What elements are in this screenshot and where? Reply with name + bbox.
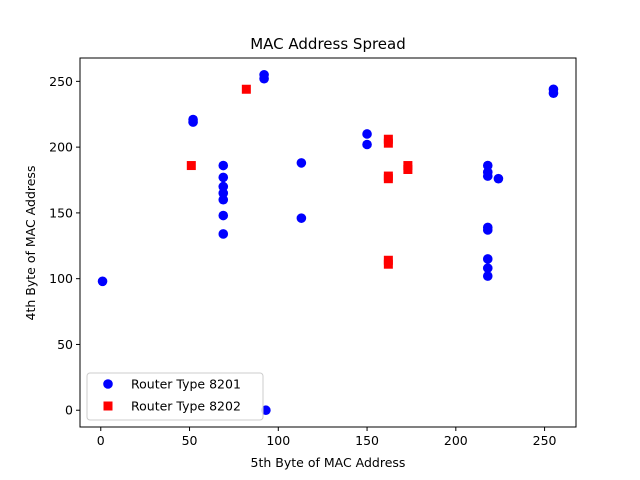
series-1-point-3 — [383, 138, 393, 148]
series-0-point-8 — [218, 210, 229, 221]
series-1-point-5 — [383, 174, 393, 184]
x-tick-label-200: 200 — [444, 433, 468, 448]
series-0-point-15 — [362, 129, 372, 139]
x-tick-label-0: 0 — [97, 433, 105, 448]
series-0-point-5 — [218, 181, 229, 192]
series-0-point-25 — [493, 173, 504, 184]
y-axis-label: 4th Byte of MAC Address — [23, 166, 38, 321]
series-0-point-27 — [548, 84, 559, 95]
series-0-point-22 — [482, 254, 493, 264]
series-0-point-14 — [296, 213, 307, 223]
data-marks — [97, 69, 559, 416]
series-0-point-9 — [218, 229, 229, 239]
x-tick-label-100: 100 — [266, 433, 290, 448]
plot-frame — [79, 57, 577, 428]
series-0-point-21 — [482, 225, 493, 235]
chart-title: MAC Address Spread — [250, 35, 406, 53]
series-0-point-16 — [362, 139, 372, 150]
x-tick-label-150: 150 — [355, 433, 379, 448]
legend-label-0: Router Type 8201 — [131, 377, 241, 392]
series-0-point-3 — [218, 160, 229, 171]
legend-marker-0 — [103, 379, 113, 389]
series-0-point-11 — [259, 69, 269, 80]
legend-marker-1 — [103, 401, 113, 411]
series-0-point-17 — [482, 160, 493, 171]
legend-label-1: Router Type 8202 — [131, 399, 241, 414]
series-0-point-24 — [482, 271, 493, 281]
series-0-point-4 — [218, 172, 229, 183]
legend: Router Type 8201 Router Type 8202 — [86, 372, 264, 421]
series-0-point-19 — [482, 171, 493, 181]
y-tick-label-250: 250 — [49, 74, 73, 89]
x-tick-label-250: 250 — [533, 433, 557, 448]
legend-box — [86, 372, 264, 421]
series-0-point-7 — [218, 194, 229, 205]
y-tick-label-0: 0 — [65, 403, 73, 418]
series-0-point-0 — [97, 276, 108, 287]
series-0-point-6 — [218, 188, 229, 198]
series-1-point-0 — [186, 161, 196, 171]
series-1-point-9 — [403, 164, 413, 174]
x-tick-label-50: 50 — [182, 433, 198, 448]
x-axis-label: 5th Byte of MAC Address — [251, 455, 406, 470]
y-tick-label-200: 200 — [49, 140, 73, 155]
axes: 0 50 100 150 200 250 0 50 100 150 200 250 — [49, 57, 577, 448]
series-1-point-7 — [383, 259, 393, 269]
series-0-point-23 — [482, 263, 493, 273]
y-tick-label-50: 50 — [57, 337, 73, 352]
series-0-point-13 — [296, 158, 307, 168]
y-tick-label-150: 150 — [49, 205, 73, 220]
series-0-point-2 — [188, 114, 198, 125]
y-tick-label-100: 100 — [49, 271, 73, 286]
series-1-point-1 — [241, 84, 251, 94]
